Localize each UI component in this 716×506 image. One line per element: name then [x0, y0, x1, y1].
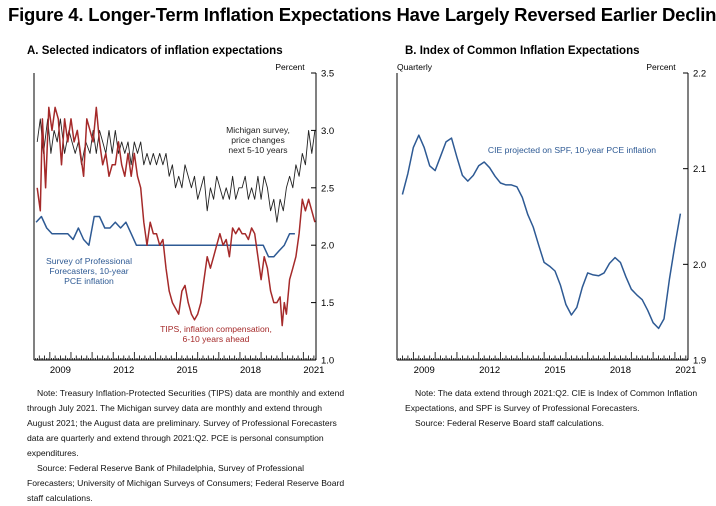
panel-b-y-tick-label: 2.2: [693, 69, 706, 80]
panel-a-note: Note: Treasury Inflation-Protected Secur…: [27, 388, 345, 458]
figure-title: Figure 4. Longer-Term Inflation Expectat…: [8, 4, 716, 25]
panel-a-y-tick-label: 2.0: [321, 241, 334, 252]
panel-a-series-label: Michigan survey,: [226, 125, 290, 135]
panel-a-series-label: 6-10 years ahead: [183, 334, 250, 344]
panel-a-y-tick-label: 2.5: [321, 183, 334, 194]
panel-b-title: B. Index of Common Inflation Expectation…: [405, 45, 640, 57]
panel-a-series-label: Forecasters, 10-year: [49, 266, 128, 276]
panel-a-series-label: Survey of Professional: [46, 256, 132, 266]
panel-a-series-label: next 5-10 years: [228, 145, 287, 155]
panel-b-y-tick-label: 1.9: [693, 356, 706, 367]
panel-b-note: Note: The data extend through 2021:Q2. C…: [405, 388, 698, 413]
panel-a-y-tick-label: 1.0: [321, 356, 334, 367]
panel-a-x-tick-label: 2015: [177, 365, 198, 376]
panel-a-source: Source: Federal Reserve Bank of Philadel…: [27, 463, 345, 503]
panel-b-source: Source: Federal Reserve Board staff calc…: [415, 418, 604, 428]
panel-b-unit-label: Percent: [646, 62, 676, 72]
panel-a-x-tick-label: 2018: [240, 365, 261, 376]
panel-b-x-tick-label: 2009: [414, 365, 435, 376]
panel-b-notes: Note: The data extend through 2021:Q2. C…: [405, 386, 705, 431]
panel-a-y-tick-label: 3.5: [321, 69, 334, 80]
panel-a-series-label: PCE inflation: [64, 276, 114, 286]
panel-b-x-tick-label: 2018: [610, 365, 631, 376]
panel-b-frequency-label: Quarterly: [397, 62, 433, 72]
panel-b-y-tick-label: 2.0: [693, 260, 706, 271]
panel-a-x-tick-label: 2012: [113, 365, 134, 376]
panel-b-x-tick-label: 2015: [544, 365, 565, 376]
panel-a-x-tick-label: 2021: [303, 365, 324, 376]
panel-a-series-label: price changes: [231, 135, 285, 145]
panel-b-series-cie-projected-on-spf-10-year-pce-inflation: [401, 134, 682, 330]
panel-a-series-tips-inflation-compensation-6-10-years-ahead: [36, 106, 316, 327]
panel-a-title: A. Selected indicators of inflation expe…: [27, 45, 283, 57]
panel-a-y-tick-label: 1.5: [321, 298, 334, 309]
panel-a-notes: Note: Treasury Inflation-Protected Secur…: [27, 386, 345, 506]
panel-a-unit-label: Percent: [275, 62, 305, 72]
panel-b-x-tick-label: 2021: [675, 365, 696, 376]
panel-b-x-tick-label: 2012: [479, 365, 500, 376]
panel-b-series-label: CIE projected on SPF, 10-year PCE inflat…: [488, 145, 656, 155]
panel-a-x-tick-label: 2009: [50, 365, 71, 376]
panel-a-series-michigan-survey: [36, 118, 316, 223]
panel-a-y-tick-label: 3.0: [321, 126, 334, 137]
panel-a-series-survey-of-professional-forecasters-10-year-pce-inflation: [35, 215, 295, 258]
panel-b-y-tick-label: 2.1: [693, 164, 706, 175]
panel-a-series-label: TIPS, inflation compensation,: [160, 324, 272, 334]
